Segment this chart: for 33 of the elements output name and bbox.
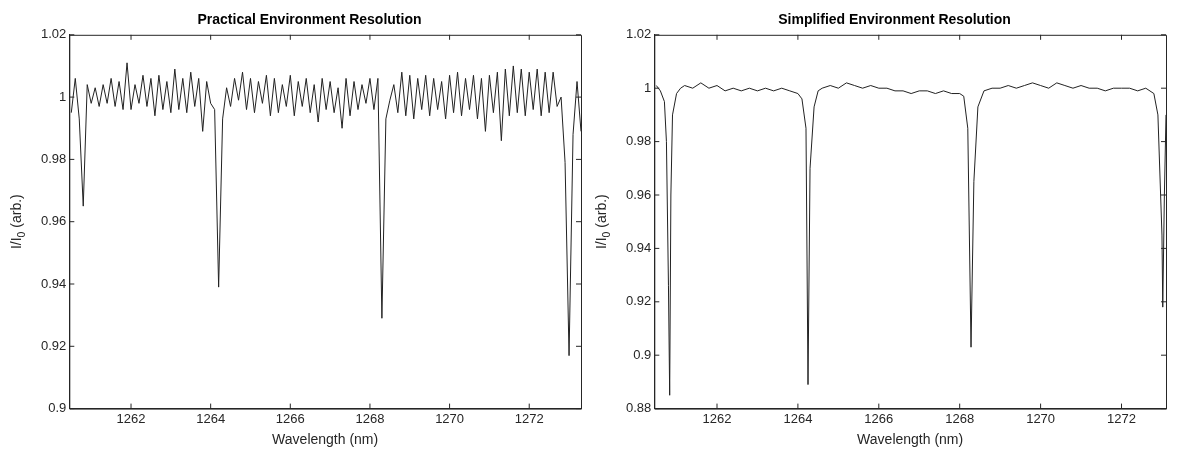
y-tick-label: 0.94 [40,275,67,291]
x-tick-label: 1264 [196,410,226,426]
x-tick-label: 1262 [702,410,732,426]
y-tick-label: 0.94 [625,239,652,255]
x-tick-label: 1266 [864,410,894,426]
y-tick-label: 0.9 [633,346,652,362]
y-tick-label: 1.02 [625,26,652,42]
x-tick-label: 1270 [435,410,465,426]
x-tick-label: 1266 [275,410,305,426]
chart-title: Practical Environment Resolution [197,11,422,28]
x-axis-title: Wavelength (nm) [857,431,964,448]
y-tick-label: 1 [59,88,67,104]
y-tick-label: 0.92 [40,337,67,353]
x-tick-label: 1268 [945,410,975,426]
y-tick-label: 0.96 [625,186,652,202]
x-tick-label: 1268 [355,410,385,426]
x-tick-label: 1270 [1026,410,1056,426]
y-axis-title: I/I0 (arb.) [8,194,28,250]
chart-title: Simplified Environment Resolution [778,11,1011,28]
y-tick-label: 0.96 [40,213,67,229]
y-tick-label: 0.98 [625,133,652,149]
y-tick-label: 0.92 [625,293,652,309]
y-axis-title: I/I0 (arb.) [593,194,613,250]
x-tick-label: 1264 [783,410,813,426]
y-tick-label: 0.88 [625,400,652,416]
y-tick-label: 0.98 [40,150,67,166]
x-tick-label: 1262 [116,410,146,426]
x-tick-label: 1272 [514,410,544,426]
x-axis-title: Wavelength (nm) [272,431,379,448]
y-tick-label: 0.9 [48,400,67,416]
y-tick-label: 1.02 [40,26,67,42]
x-tick-label: 1272 [1107,410,1136,426]
y-tick-label: 1 [644,79,652,95]
